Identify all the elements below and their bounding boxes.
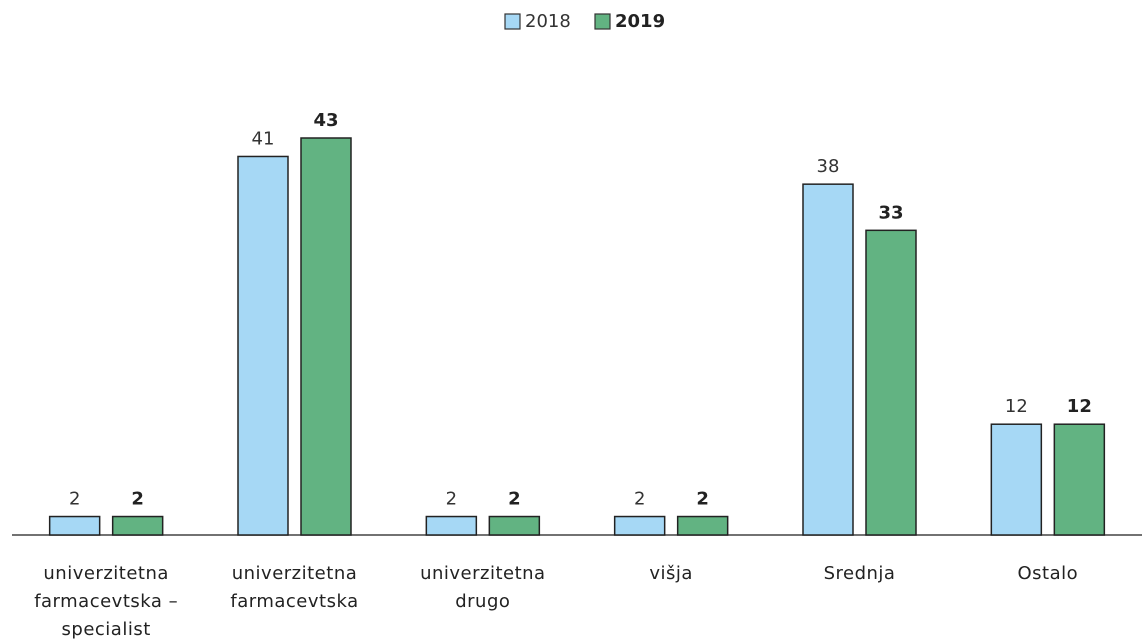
x-tick-label: univerzitetna farmacevtska – specialist	[34, 563, 179, 640]
bar	[111, 515, 164, 536]
bar	[676, 515, 729, 536]
x-tick-label: Ostalo	[1017, 563, 1079, 584]
value-label: 2	[696, 489, 709, 510]
value-label: 33	[878, 202, 903, 223]
x-tick-label: univerzitetna farmacevtska	[230, 563, 359, 612]
value-label: 38	[817, 156, 840, 177]
bar	[48, 515, 101, 536]
legend-swatch	[504, 13, 521, 30]
value-label: 43	[313, 110, 338, 131]
value-label: 2	[131, 489, 144, 510]
x-tick-label: Srednja	[823, 563, 896, 584]
bar	[865, 229, 917, 536]
value-label: 2	[634, 489, 645, 510]
bar	[613, 515, 666, 536]
value-label: 2	[446, 489, 457, 510]
x-tick-label: višja	[649, 563, 693, 584]
bar	[802, 183, 854, 536]
value-label: 41	[252, 128, 275, 149]
bar	[1053, 423, 1106, 536]
value-label: 2	[69, 489, 80, 510]
bar	[237, 155, 289, 536]
legend-swatch	[594, 13, 611, 30]
bar	[425, 515, 478, 536]
legend-label: 2018	[525, 11, 571, 32]
value-label: 12	[1005, 396, 1028, 417]
x-tick-label: univerzitetna drugo	[420, 563, 546, 612]
value-label: 12	[1067, 396, 1092, 417]
bar	[300, 137, 352, 536]
legend-label: 2019	[615, 11, 665, 32]
bar	[488, 515, 541, 536]
value-label: 2	[508, 489, 521, 510]
bar	[990, 423, 1043, 536]
